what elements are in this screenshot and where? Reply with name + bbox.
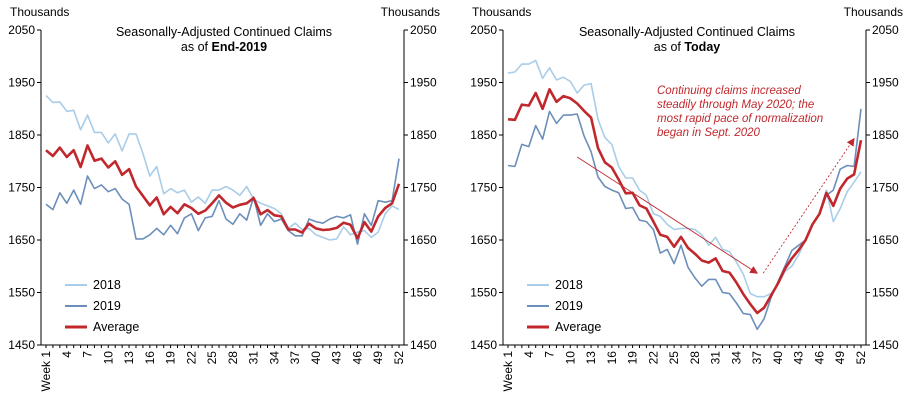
series-line-2018	[507, 59, 862, 298]
chart-end-2019: Thousands Thousands Seasonally-Adjusted …	[8, 5, 440, 391]
x-tick-label: 16	[605, 351, 619, 365]
legend-label-average: Average	[555, 320, 601, 334]
chart-title-bold: Today	[684, 40, 720, 54]
y-tick-label-right: 1450	[872, 338, 899, 352]
x-tick-label: 43	[330, 351, 344, 365]
x-tick-label: 40	[309, 351, 323, 365]
x-tick-label: Week 1	[501, 351, 515, 392]
x-tick-label: 34	[267, 351, 281, 365]
legend-label-2019: 2019	[93, 299, 121, 313]
x-tick-label: 10	[563, 351, 577, 365]
x-tick-label: 4	[60, 351, 74, 358]
chart-title-prefix: as of	[181, 40, 212, 54]
legend-label-2019: 2019	[555, 299, 583, 313]
left-y-axis-unit-label: Thousands	[10, 5, 69, 19]
y-tick-label-left: 1650	[8, 233, 35, 247]
chart-title-line2: as of End-2019	[181, 40, 267, 54]
x-tick-label: 31	[709, 351, 723, 365]
series-line-2019	[45, 158, 400, 245]
annotation-line-4: began in Sept. 2020	[657, 127, 761, 139]
y-tick-label-left: 1950	[470, 76, 497, 90]
x-tick-label: 7	[81, 351, 95, 358]
y-tick-label-right: 1650	[410, 233, 437, 247]
y-tick-label-left: 1850	[8, 128, 35, 142]
annotation-line-1: Continuing claims increased	[657, 85, 801, 97]
x-tick-label: 37	[750, 351, 764, 365]
legend-label-2018: 2018	[93, 278, 121, 292]
y-tick-label-right: 1950	[872, 76, 899, 90]
x-tick-label: 25	[205, 351, 219, 365]
x-tick-label: Week 1	[39, 351, 53, 392]
x-tick-label: 22	[184, 351, 198, 365]
left-y-axis-unit-label: Thousands	[472, 5, 531, 19]
annotation-arrow-down	[576, 156, 759, 274]
x-tick-label: 46	[812, 351, 826, 365]
y-tick-label-left: 2050	[8, 23, 35, 37]
y-tick-label-right: 2050	[410, 23, 437, 37]
y-tick-label-left: 1750	[470, 181, 497, 195]
annotation-line-2: steadily through May 2020; the	[657, 99, 814, 111]
y-tick-label-right: 1450	[410, 338, 437, 352]
y-tick-label-right: 1850	[410, 128, 437, 142]
x-tick-label: 43	[792, 351, 806, 365]
x-tick-label: 13	[584, 351, 598, 365]
x-tick-label: 49	[371, 351, 385, 365]
y-tick-label-left: 1850	[470, 128, 497, 142]
x-tick-label: 25	[667, 351, 681, 365]
series-line-average	[507, 88, 863, 315]
x-tick-label: 10	[101, 351, 115, 365]
y-tick-label-right: 1750	[410, 181, 437, 195]
y-tick-label-left: 1450	[8, 338, 35, 352]
right-y-axis-unit-label: Thousands	[844, 5, 903, 19]
y-tick-label-left: 1750	[8, 181, 35, 195]
series-line-2018	[45, 95, 400, 241]
series-line-average	[45, 144, 401, 240]
y-tick-label-left: 1550	[8, 286, 35, 300]
legend-label-average: Average	[93, 320, 139, 334]
y-tick-label-right: 2050	[872, 23, 899, 37]
x-tick-label: 37	[288, 351, 302, 365]
y-tick-label-right: 1950	[410, 76, 437, 90]
y-tick-label-left: 1950	[8, 76, 35, 90]
y-tick-label-right: 1550	[872, 286, 899, 300]
y-tick-label-left: 1550	[470, 286, 497, 300]
legend-label-2018: 2018	[555, 278, 583, 292]
y-tick-label-right: 1650	[872, 233, 899, 247]
x-tick-label: 49	[833, 351, 847, 365]
x-tick-label: 31	[247, 351, 261, 365]
annotation-arrow-up	[762, 137, 855, 274]
x-tick-label: 13	[122, 351, 136, 365]
chart-title-line1: Seasonally-Adjusted Continued Claims	[579, 25, 795, 39]
chart-title-prefix: as of	[654, 40, 685, 54]
chart-title-line1: Seasonally-Adjusted Continued Claims	[116, 25, 332, 39]
y-tick-label-right: 1750	[872, 181, 899, 195]
right-y-axis-unit-label: Thousands	[381, 5, 440, 19]
x-tick-label: 40	[771, 351, 785, 365]
chart-title-line2: as of Today	[654, 40, 721, 54]
x-tick-label: 19	[626, 351, 640, 365]
y-tick-label-left: 1450	[470, 338, 497, 352]
annotation-line-3: most rapid pace of normalization	[657, 113, 823, 125]
x-tick-label: 4	[522, 351, 536, 358]
x-tick-label: 52	[392, 351, 406, 365]
x-tick-label: 52	[854, 351, 868, 365]
chart-today: Thousands Thousands Seasonally-Adjusted …	[470, 5, 903, 391]
y-tick-label-left: 2050	[470, 23, 497, 37]
x-tick-label: 22	[646, 351, 660, 365]
y-tick-label-right: 1550	[410, 286, 437, 300]
x-tick-label: 28	[226, 351, 240, 365]
x-tick-label: 16	[143, 351, 157, 365]
y-tick-label-right: 1850	[872, 128, 899, 142]
x-tick-label: 28	[688, 351, 702, 365]
x-tick-label: 7	[543, 351, 557, 358]
series-line-2019	[507, 108, 862, 331]
y-tick-label-left: 1650	[470, 233, 497, 247]
x-tick-label: 34	[729, 351, 743, 365]
x-tick-label: 46	[350, 351, 364, 365]
x-tick-label: 19	[164, 351, 178, 365]
chart-title-bold: End-2019	[211, 40, 267, 54]
